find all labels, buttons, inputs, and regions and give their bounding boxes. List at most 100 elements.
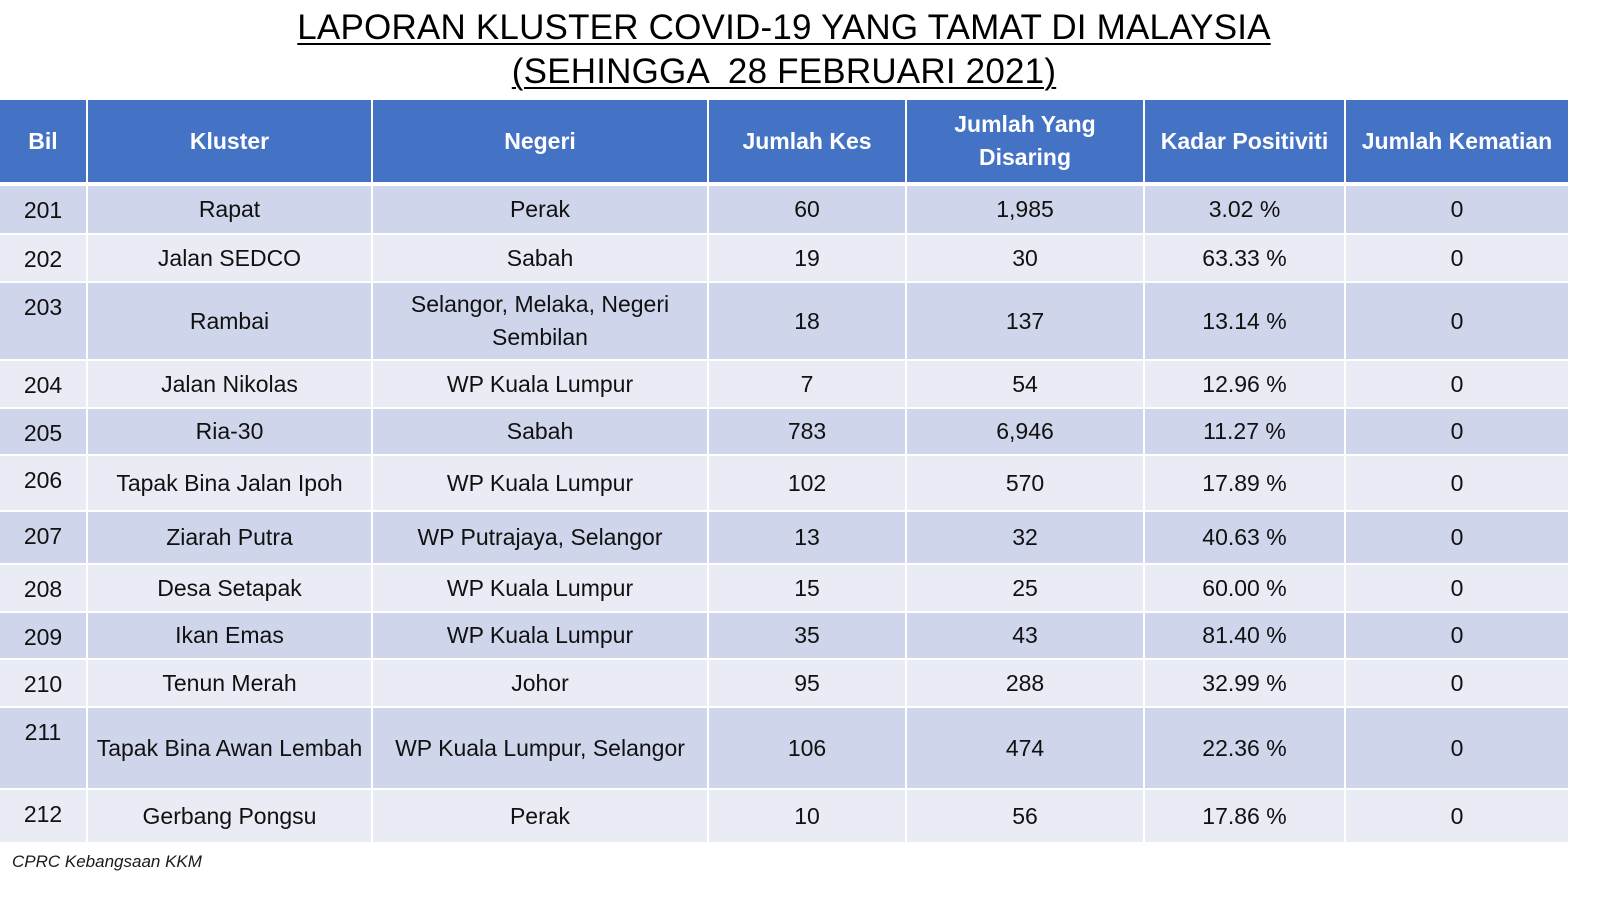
cell-jumlah-kes: 102: [709, 456, 907, 512]
cell-jumlah-disaring: 43: [907, 613, 1145, 660]
cell-kadar-positiviti: 81.40 %: [1145, 613, 1346, 660]
cell-jumlah-kes: 10: [709, 790, 907, 844]
cell-negeri: WP Kuala Lumpur: [373, 361, 709, 409]
cell-jumlah-disaring: 1,985: [907, 186, 1145, 235]
cell-jumlah-kematian: 0: [1346, 708, 1568, 790]
table-header-row: Bil Kluster Negeri Jumlah Kes Jumlah Yan…: [0, 100, 1568, 186]
cell-kluster: Gerbang Pongsu: [88, 790, 373, 844]
cell-kadar-positiviti: 22.36 %: [1145, 708, 1346, 790]
cell-negeri: Selangor, Melaka, Negeri Sembilan: [373, 283, 709, 361]
cell-jumlah-kematian: 0: [1346, 186, 1568, 235]
cell-jumlah-kes: 95: [709, 660, 907, 708]
cell-jumlah-kematian: 0: [1346, 790, 1568, 844]
table-row: 201 Rapat Perak 60 1,985 3.02 % 0: [0, 186, 1568, 235]
cell-jumlah-disaring: 288: [907, 660, 1145, 708]
cell-jumlah-kes: 18: [709, 283, 907, 361]
cell-negeri: WP Kuala Lumpur: [373, 613, 709, 660]
cell-jumlah-disaring: 54: [907, 361, 1145, 409]
column-header-kluster: Kluster: [88, 100, 373, 186]
cell-kadar-positiviti: 40.63 %: [1145, 512, 1346, 565]
cell-bil: 202: [0, 235, 88, 283]
cell-kadar-positiviti: 12.96 %: [1145, 361, 1346, 409]
cell-jumlah-kematian: 0: [1346, 660, 1568, 708]
cell-negeri: WP Kuala Lumpur: [373, 565, 709, 613]
table-row: 210 Tenun Merah Johor 95 288 32.99 % 0: [0, 660, 1568, 708]
cell-jumlah-kes: 7: [709, 361, 907, 409]
cell-bil: 204: [0, 361, 88, 409]
cell-kluster: Ikan Emas: [88, 613, 373, 660]
cell-kluster: Rambai: [88, 283, 373, 361]
report-title-date: (SEHINGGA 28 FEBRUARI 2021): [511, 52, 1057, 91]
table-row: 205 Ria-30 Sabah 783 6,946 11.27 % 0: [0, 409, 1568, 456]
table-row: 204 Jalan Nikolas WP Kuala Lumpur 7 54 1…: [0, 361, 1568, 409]
cell-negeri: Johor: [373, 660, 709, 708]
column-header-kadar-positiviti: Kadar Positiviti: [1145, 100, 1346, 186]
cell-jumlah-kematian: 0: [1346, 613, 1568, 660]
cell-negeri: Sabah: [373, 409, 709, 456]
cell-bil: 207: [0, 512, 88, 565]
cell-bil: 205: [0, 409, 88, 456]
cell-jumlah-kematian: 0: [1346, 235, 1568, 283]
cell-kadar-positiviti: 63.33 %: [1145, 235, 1346, 283]
column-header-jumlah-kematian: Jumlah Kematian: [1346, 100, 1568, 186]
table-row: 202 Jalan SEDCO Sabah 19 30 63.33 % 0: [0, 235, 1568, 283]
cell-kadar-positiviti: 17.86 %: [1145, 790, 1346, 844]
cell-kadar-positiviti: 17.89 %: [1145, 456, 1346, 512]
cell-negeri: Sabah: [373, 235, 709, 283]
cell-jumlah-disaring: 32: [907, 512, 1145, 565]
cell-jumlah-kematian: 0: [1346, 409, 1568, 456]
cell-jumlah-disaring: 570: [907, 456, 1145, 512]
cell-jumlah-kematian: 0: [1346, 361, 1568, 409]
table-row: 212 Gerbang Pongsu Perak 10 56 17.86 % 0: [0, 790, 1568, 844]
cell-negeri: Perak: [373, 790, 709, 844]
cell-kadar-positiviti: 3.02 %: [1145, 186, 1346, 235]
cell-jumlah-disaring: 6,946: [907, 409, 1145, 456]
cell-jumlah-kes: 60: [709, 186, 907, 235]
cell-negeri: WP Kuala Lumpur, Selangor: [373, 708, 709, 790]
cell-jumlah-kes: 15: [709, 565, 907, 613]
cell-jumlah-disaring: 25: [907, 565, 1145, 613]
cell-kluster: Ria-30: [88, 409, 373, 456]
cell-kluster: Tapak Bina Awan Lembah: [88, 708, 373, 790]
cell-jumlah-kes: 13: [709, 512, 907, 565]
table-row: 203 Rambai Selangor, Melaka, Negeri Semb…: [0, 283, 1568, 361]
cell-bil: 208: [0, 565, 88, 613]
cell-bil: 209: [0, 613, 88, 660]
table-row: 209 Ikan Emas WP Kuala Lumpur 35 43 81.4…: [0, 613, 1568, 660]
cell-jumlah-disaring: 474: [907, 708, 1145, 790]
cell-kluster: Jalan SEDCO: [88, 235, 373, 283]
cell-kadar-positiviti: 60.00 %: [1145, 565, 1346, 613]
report-title: LAPORAN KLUSTER COVID-19 YANG TAMAT DI M…: [0, 6, 1568, 94]
cell-negeri: WP Putrajaya, Selangor: [373, 512, 709, 565]
cluster-table: Bil Kluster Negeri Jumlah Kes Jumlah Yan…: [0, 100, 1568, 844]
cell-bil: 210: [0, 660, 88, 708]
cell-jumlah-kes: 783: [709, 409, 907, 456]
table-row: 207 Ziarah Putra WP Putrajaya, Selangor …: [0, 512, 1568, 565]
cell-negeri: WP Kuala Lumpur: [373, 456, 709, 512]
cell-kadar-positiviti: 11.27 %: [1145, 409, 1346, 456]
cell-jumlah-kes: 19: [709, 235, 907, 283]
cell-kluster: Ziarah Putra: [88, 512, 373, 565]
cell-jumlah-disaring: 137: [907, 283, 1145, 361]
cell-kadar-positiviti: 13.14 %: [1145, 283, 1346, 361]
cell-kadar-positiviti: 32.99 %: [1145, 660, 1346, 708]
cell-jumlah-disaring: 56: [907, 790, 1145, 844]
cell-jumlah-disaring: 30: [907, 235, 1145, 283]
report-title-main: LAPORAN KLUSTER COVID-19 YANG TAMAT DI M…: [297, 8, 1271, 47]
cell-kluster: Tapak Bina Jalan Ipoh: [88, 456, 373, 512]
table-row: 208 Desa Setapak WP Kuala Lumpur 15 25 6…: [0, 565, 1568, 613]
column-header-jumlah-kes: Jumlah Kes: [709, 100, 907, 186]
cell-kluster: Jalan Nikolas: [88, 361, 373, 409]
cell-jumlah-kematian: 0: [1346, 512, 1568, 565]
cell-bil: 211: [0, 708, 88, 790]
cell-kluster: Rapat: [88, 186, 373, 235]
cell-kluster: Tenun Merah: [88, 660, 373, 708]
table-row: 211 Tapak Bina Awan Lembah WP Kuala Lump…: [0, 708, 1568, 790]
cell-jumlah-kematian: 0: [1346, 565, 1568, 613]
cell-jumlah-kes: 35: [709, 613, 907, 660]
column-header-bil: Bil: [0, 100, 88, 186]
cell-jumlah-kes: 106: [709, 708, 907, 790]
cell-kluster: Desa Setapak: [88, 565, 373, 613]
cell-negeri: Perak: [373, 186, 709, 235]
column-header-negeri: Negeri: [373, 100, 709, 186]
